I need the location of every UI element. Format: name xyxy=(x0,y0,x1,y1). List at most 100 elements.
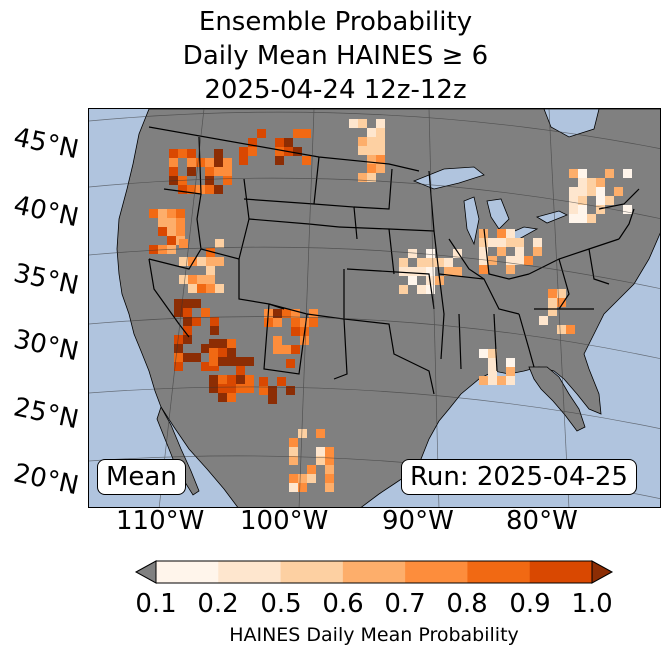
title-line-2: Daily Mean HAINES ≥ 6 xyxy=(182,41,489,71)
probability-cell xyxy=(376,137,385,146)
probability-cell xyxy=(325,447,334,456)
probability-cell xyxy=(210,317,219,326)
probability-cell xyxy=(557,325,566,334)
florida-peninsula xyxy=(528,366,586,432)
probability-cell xyxy=(569,169,578,178)
probability-cell xyxy=(488,358,497,367)
colorbar-tick-7: 1.0 xyxy=(571,589,613,619)
probability-cell xyxy=(426,267,435,276)
probability-cell xyxy=(169,158,178,167)
probability-cell xyxy=(426,285,435,294)
probability-cell xyxy=(587,178,596,187)
probability-cell xyxy=(569,205,578,214)
probability-cell xyxy=(367,155,376,164)
probability-cell xyxy=(533,247,542,256)
probability-cell xyxy=(205,185,214,194)
probability-cell xyxy=(623,169,632,178)
lat-label-35: 35°N xyxy=(10,258,82,302)
probability-cell xyxy=(286,359,295,368)
probability-cell xyxy=(417,258,426,267)
probability-cell xyxy=(158,227,167,236)
probability-cell xyxy=(358,146,367,155)
probability-cell xyxy=(578,187,587,196)
probability-cell xyxy=(209,357,218,366)
probability-cell xyxy=(236,366,245,375)
probability-cell xyxy=(596,205,605,214)
probability-cell xyxy=(187,158,196,167)
probability-cell xyxy=(179,239,188,248)
colorbar-label: HAINES Daily Mean Probability xyxy=(229,624,519,646)
probability-cell xyxy=(479,349,488,358)
probability-cell xyxy=(497,247,506,256)
probability-cell xyxy=(349,119,358,128)
probability-cell xyxy=(506,229,515,238)
probability-cell xyxy=(197,284,206,293)
probability-cell xyxy=(210,362,219,371)
probability-cell xyxy=(209,348,218,357)
probability-cell xyxy=(289,456,298,465)
baja-peninsula xyxy=(156,406,200,496)
land-mass xyxy=(116,109,660,507)
colorbar-tick-2: 0.5 xyxy=(260,589,302,619)
probability-cell xyxy=(167,227,176,236)
probability-cell xyxy=(291,345,300,354)
probability-cell xyxy=(569,196,578,205)
probability-cell xyxy=(307,465,316,474)
colorbar-segment xyxy=(529,561,593,583)
probability-cell xyxy=(268,395,277,404)
probability-cell xyxy=(158,218,167,227)
colorbar-segment xyxy=(405,561,468,583)
probability-cell xyxy=(178,149,187,158)
probability-cell xyxy=(426,249,435,258)
map-panel xyxy=(88,108,661,508)
probability-cell xyxy=(596,196,605,205)
probability-cell xyxy=(506,376,515,385)
mean-label-box: Mean xyxy=(97,459,186,495)
probability-cell xyxy=(192,317,201,326)
map-canvas xyxy=(89,109,660,507)
probability-cell xyxy=(169,167,178,176)
probability-cell xyxy=(569,214,578,223)
probability-cell xyxy=(325,483,334,492)
probability-cell xyxy=(539,316,548,325)
probability-cell xyxy=(178,185,187,194)
probability-cell xyxy=(192,353,201,362)
probability-cell xyxy=(227,375,236,384)
probability-cell xyxy=(218,384,227,393)
probability-cell xyxy=(179,257,188,266)
probability-cell xyxy=(149,245,158,254)
probability-cell xyxy=(515,256,524,265)
probability-cell xyxy=(557,289,566,298)
probability-cell xyxy=(596,178,605,187)
probability-cell xyxy=(506,358,515,367)
probability-cell xyxy=(417,267,426,276)
probability-cell xyxy=(325,465,334,474)
probability-cell xyxy=(183,326,192,335)
probability-cell xyxy=(218,375,227,384)
probability-cell xyxy=(479,265,488,274)
probability-cell xyxy=(289,447,298,456)
probability-cell xyxy=(206,284,215,293)
probability-cell xyxy=(245,357,254,366)
probability-cell xyxy=(548,289,557,298)
probability-cell xyxy=(223,176,232,185)
probability-cell xyxy=(302,129,311,138)
probability-cell xyxy=(506,367,515,376)
probability-cell xyxy=(197,257,206,266)
probability-cell xyxy=(515,247,524,256)
probability-cell xyxy=(289,438,298,447)
probability-cell xyxy=(300,336,309,345)
probability-cell xyxy=(376,128,385,137)
probability-cell xyxy=(218,393,227,402)
probability-cell xyxy=(358,137,367,146)
lat-label-20: 20°N xyxy=(10,458,82,502)
probability-cell xyxy=(309,318,318,327)
probability-cell xyxy=(183,308,192,317)
lat-label-40: 40°N xyxy=(10,190,82,234)
probability-cell xyxy=(275,147,284,156)
colorbar-segments xyxy=(156,561,593,583)
colorbar-segment xyxy=(342,561,406,583)
title-line-3: 2025-04-24 12z-12z xyxy=(204,75,467,105)
probability-cell xyxy=(273,318,282,327)
probability-cell xyxy=(358,119,367,128)
